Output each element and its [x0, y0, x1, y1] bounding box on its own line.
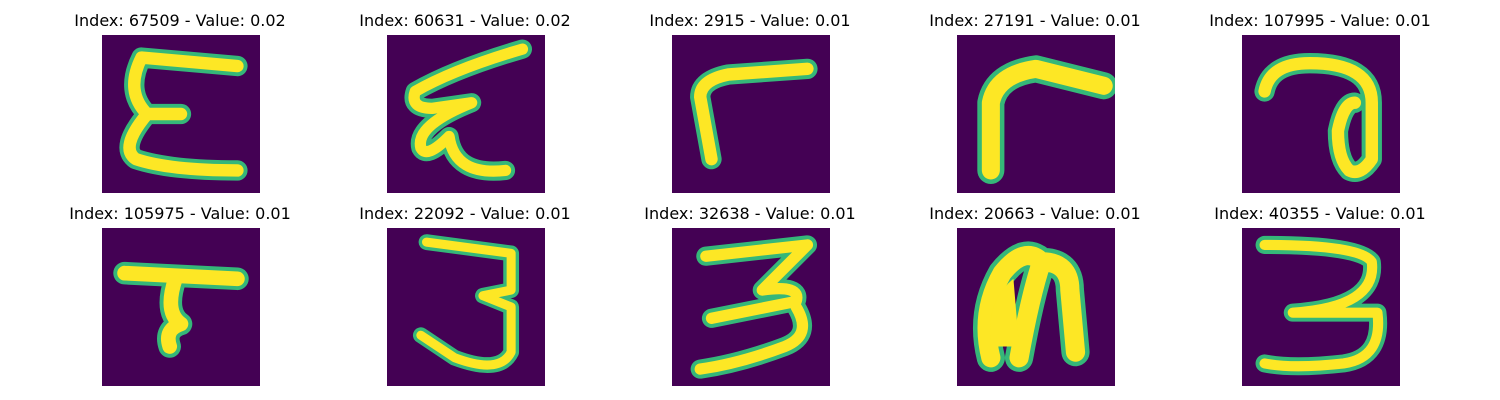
panel-title: Index: 32638 - Value: 0.01	[644, 204, 856, 223]
panel-title: Index: 40355 - Value: 0.01	[1214, 204, 1426, 223]
panel-1: Index: 67509 - Value: 0.02	[35, 11, 325, 201]
panel-9: Index: 20663 - Value: 0.01	[890, 204, 1180, 394]
panel-title: Index: 107995 - Value: 0.01	[1209, 11, 1431, 30]
panel-4: Index: 27191 - Value: 0.01	[890, 11, 1180, 201]
panel-title: Index: 22092 - Value: 0.01	[359, 204, 571, 223]
digit-image-epsilon	[387, 35, 545, 193]
digit-image-3	[387, 228, 545, 386]
digit-image-3	[1242, 228, 1400, 386]
digit-image-e	[102, 35, 260, 193]
panel-title: Index: 20663 - Value: 0.01	[929, 204, 1141, 223]
digit-image-r	[957, 35, 1115, 193]
panel-3: Index: 2915 - Value: 0.01	[605, 11, 895, 201]
panel-6: Index: 105975 - Value: 0.01	[35, 204, 325, 394]
panel-title: Index: 2915 - Value: 0.01	[649, 11, 851, 30]
panel-10: Index: 40355 - Value: 0.01	[1175, 204, 1465, 394]
panel-2: Index: 60631 - Value: 0.02	[320, 11, 610, 201]
digit-image-a	[1242, 35, 1400, 193]
panel-8: Index: 32638 - Value: 0.01	[605, 204, 895, 394]
panel-title: Index: 67509 - Value: 0.02	[74, 11, 286, 30]
digit-image-l	[672, 35, 830, 193]
digit-image-n	[957, 228, 1115, 386]
panel-title: Index: 105975 - Value: 0.01	[69, 204, 291, 223]
panel-5: Index: 107995 - Value: 0.01	[1175, 11, 1465, 201]
digit-image-3	[672, 228, 830, 386]
digit-image-7	[102, 228, 260, 386]
panel-title: Index: 27191 - Value: 0.01	[929, 11, 1141, 30]
panel-7: Index: 22092 - Value: 0.01	[320, 204, 610, 394]
panel-title: Index: 60631 - Value: 0.02	[359, 11, 571, 30]
